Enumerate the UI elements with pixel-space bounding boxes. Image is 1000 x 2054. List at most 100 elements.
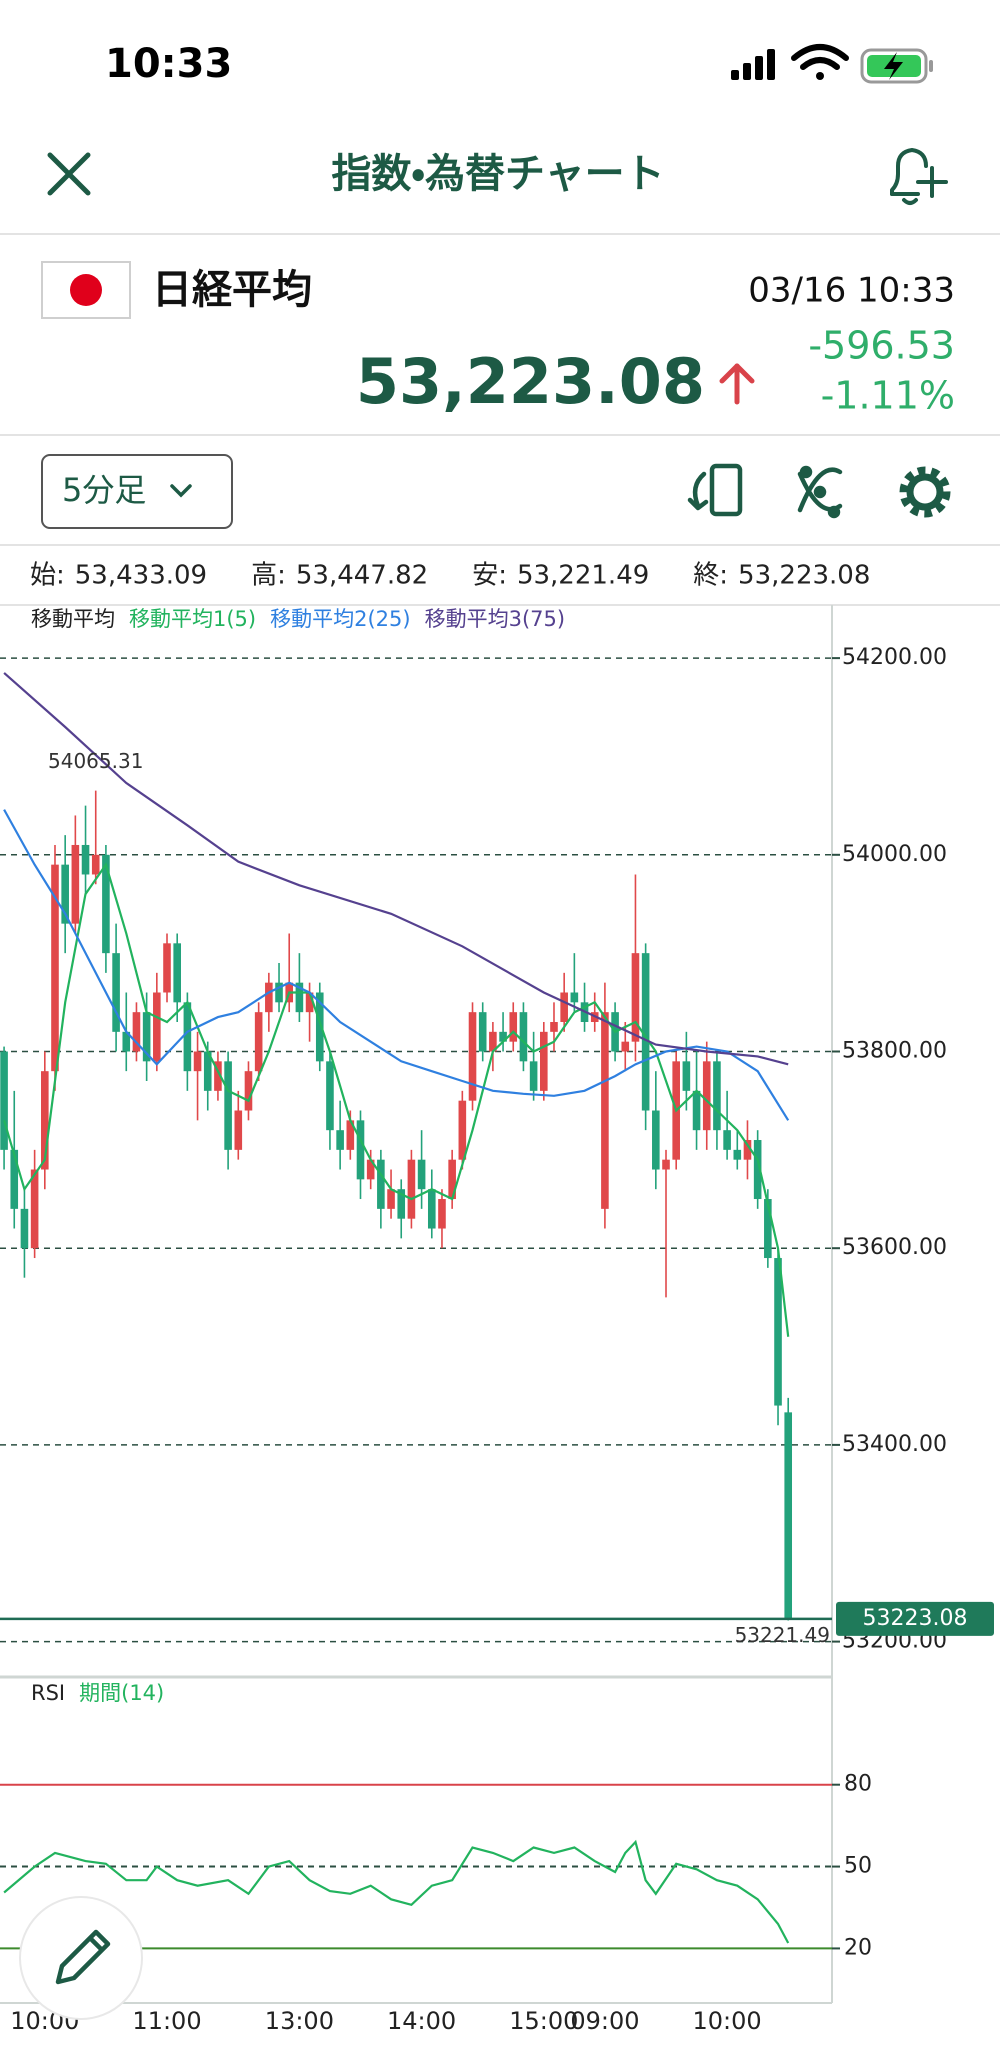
- ohlc-value: 53,223.08: [738, 561, 870, 591]
- candle-body: [764, 1199, 772, 1259]
- candle-body: [458, 1100, 467, 1160]
- settings-button[interactable]: [899, 466, 951, 518]
- x-tick-label: 14:00: [387, 2007, 456, 2035]
- candle-body: [305, 992, 314, 1013]
- candle-body: [631, 953, 640, 1042]
- instrument-datetime: 03/16 10:33: [748, 271, 955, 311]
- candle-body: [315, 992, 324, 1062]
- candle-body: [702, 1061, 711, 1131]
- candle-body: [346, 1120, 355, 1150]
- candle-body: [112, 953, 120, 1032]
- candle-body: [550, 1021, 558, 1032]
- y-tick-label: 54200.00: [842, 645, 947, 670]
- rsi-chart: RSI 期間(14) 80 50 20: [0, 1681, 872, 1960]
- candle-body: [0, 1051, 8, 1150]
- rotate-button[interactable]: [687, 463, 743, 517]
- candle-body: [468, 1012, 477, 1101]
- ohlc-label: 安:: [472, 561, 507, 591]
- candle-body: [784, 1412, 793, 1619]
- trend-arrow: [719, 363, 755, 405]
- candle-body: [71, 844, 80, 924]
- candle-body: [397, 1189, 406, 1219]
- candle-body: [265, 982, 273, 1013]
- candle-body: [478, 1012, 487, 1052]
- candle-body: [540, 1031, 548, 1091]
- candle-body: [183, 1002, 192, 1072]
- candle-body: [234, 1110, 243, 1150]
- candle-body: [275, 982, 283, 1003]
- x-tick-label: 09:00: [570, 2007, 639, 2035]
- candle-body: [529, 1061, 538, 1091]
- instrument-change: -596.53: [808, 324, 955, 368]
- candle-body: [295, 982, 304, 1013]
- candle-body: [652, 1110, 660, 1170]
- candle-body: [713, 1061, 721, 1131]
- rsi-period: 期間(14): [79, 1681, 164, 1705]
- ma-line: [3, 809, 790, 1121]
- candle-body: [438, 1199, 446, 1229]
- x-tick-label: 13:00: [265, 2007, 334, 2035]
- candle-body: [102, 854, 110, 954]
- legend-entry: 移動平均3(75): [425, 607, 565, 631]
- candle-body: [519, 1012, 528, 1062]
- candle-body: [81, 844, 90, 875]
- instrument-price: 53,223.08: [356, 345, 705, 418]
- battery-icon: [860, 48, 933, 84]
- candle-body: [173, 943, 181, 1003]
- alert-add-button[interactable]: [890, 148, 948, 205]
- ohlc-label: 高:: [251, 561, 286, 591]
- candle-body: [122, 1031, 131, 1052]
- x-tick-label: 15:00: [509, 2007, 578, 2035]
- candle-body: [51, 864, 59, 1072]
- candle-body: [254, 1012, 263, 1072]
- candle-body: [387, 1189, 395, 1209]
- close-button[interactable]: [47, 152, 91, 196]
- candle-body: [214, 1061, 222, 1091]
- ohlc-value: 53,433.09: [75, 561, 207, 591]
- legend-entry: 移動平均1(5): [129, 607, 256, 631]
- candle-body: [723, 1130, 731, 1150]
- y-tick-label: 80: [844, 1772, 872, 1797]
- y-tick-label: 20: [844, 1935, 872, 1960]
- header-title: 指数・為替チャート: [331, 151, 664, 197]
- candle-body: [560, 992, 568, 1022]
- y-tick-label: 53600.00: [842, 1235, 947, 1260]
- interval-selector[interactable]: 5分足: [41, 454, 233, 529]
- ma-line: [3, 672, 789, 1066]
- price-chart: 54200.00 54000.00 53800.00 53600.00 53400.00…: [0, 605, 994, 2035]
- candle-body: [753, 1140, 762, 1200]
- candle-body: [30, 1169, 39, 1249]
- indicator-button[interactable]: [797, 465, 843, 519]
- legend-entry: 移動平均2(25): [270, 607, 410, 631]
- edit-button[interactable]: [19, 1896, 143, 2020]
- x-tick-label: 10:00: [693, 2007, 762, 2035]
- status-time: 10:33: [105, 41, 232, 87]
- legend-title: 移動平均: [31, 607, 115, 631]
- candle-body: [132, 1012, 141, 1052]
- instrument-change-pct: -1.11%: [821, 374, 955, 418]
- candle-body: [499, 1031, 507, 1042]
- candle-body: [509, 1012, 518, 1042]
- candle-body: [336, 1130, 344, 1150]
- x-tick-label: 11:00: [132, 2007, 201, 2035]
- candle-body: [366, 1159, 375, 1180]
- candle-body: [193, 1051, 202, 1072]
- candle-body: [142, 1012, 151, 1062]
- candle-body: [427, 1189, 436, 1229]
- candle-body: [153, 992, 161, 1062]
- candle-body: [91, 854, 100, 875]
- current-price-box: [836, 1601, 994, 1636]
- candle-body: [203, 1051, 212, 1091]
- candle-body: [662, 1159, 670, 1170]
- candle-body: [10, 1149, 19, 1209]
- ohlc-value: 53,221.49: [517, 561, 649, 591]
- candle-body: [356, 1120, 365, 1180]
- candle-body: [733, 1149, 742, 1160]
- candle-body: [641, 953, 650, 1111]
- ohlc-row: 始: 53,433.09 高: 53,447.82 安: 53,221.49 終: 53,22…: [30, 561, 870, 591]
- low-annotation: 53221.49: [735, 1623, 830, 1647]
- high-annotation: 54065.31: [48, 749, 143, 773]
- wifi-icon: [791, 44, 849, 80]
- interval-label: 5分足: [62, 471, 146, 509]
